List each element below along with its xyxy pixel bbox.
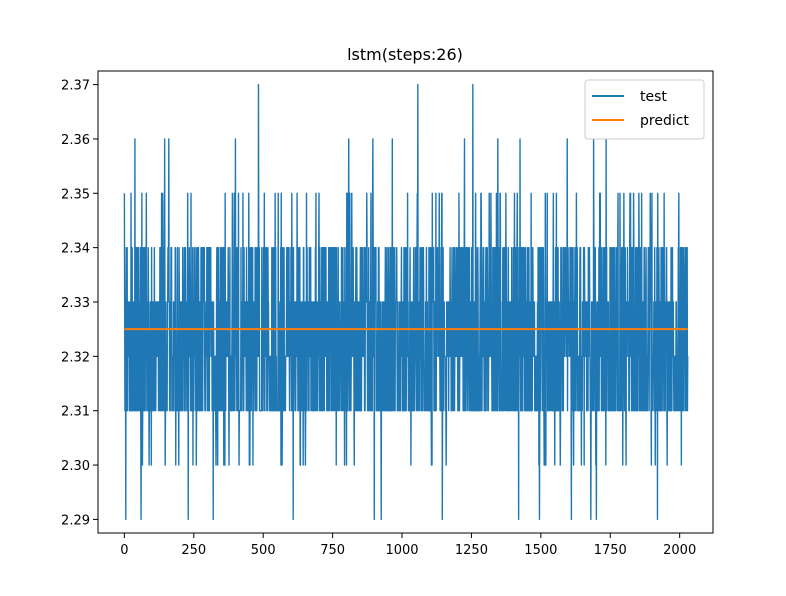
x-tick-label: 750 — [320, 543, 345, 558]
y-axis: 2.29 2.30 2.31 2.32 2.33 2.34 2.35 2.36 2.37 — [61, 79, 98, 528]
x-tick-label: 1750 — [594, 543, 627, 558]
y-tick-label: 2.29 — [61, 513, 90, 528]
y-tick-label: 2.34 — [61, 242, 90, 257]
chart-title: lstm(steps:26) — [347, 45, 463, 64]
x-tick-label: 2000 — [663, 543, 696, 558]
y-tick-label: 2.31 — [61, 405, 90, 420]
series-test-line — [123, 83, 689, 521]
y-tick-label: 2.30 — [61, 459, 90, 474]
y-tick-label: 2.35 — [61, 187, 90, 202]
legend-predict-label: predict — [640, 113, 689, 129]
legend-test-label: test — [640, 89, 667, 105]
x-tick-label: 0 — [120, 543, 128, 558]
y-tick-label: 2.36 — [61, 133, 90, 148]
plot-area — [123, 83, 689, 521]
series-test — [123, 83, 689, 521]
x-tick-label: 1000 — [385, 543, 418, 558]
x-tick-label: 1250 — [455, 543, 488, 558]
y-tick-label: 2.32 — [61, 350, 90, 365]
x-tick-label: 500 — [251, 543, 276, 558]
legend-box — [584, 79, 705, 140]
x-axis: 0 250 500 750 1000 1250 1500 1750 2000 — [120, 533, 696, 558]
legend: test predict — [584, 79, 705, 140]
y-tick-label: 2.37 — [61, 79, 90, 94]
x-tick-label: 1500 — [524, 543, 557, 558]
x-tick-label: 250 — [181, 543, 206, 558]
y-tick-label: 2.33 — [61, 296, 90, 311]
